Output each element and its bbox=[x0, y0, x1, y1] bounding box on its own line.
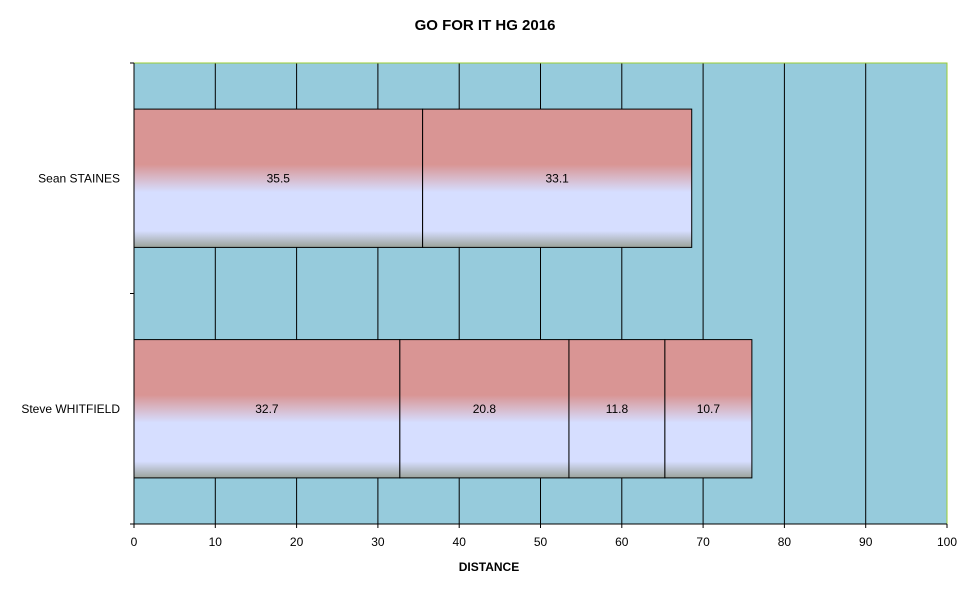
x-tick-label: 20 bbox=[290, 535, 304, 549]
bar-segment bbox=[422, 108, 693, 248]
bar-segment bbox=[664, 339, 753, 479]
category-label: Sean STAINES bbox=[38, 171, 120, 185]
x-tick-label: 10 bbox=[209, 535, 223, 549]
bar-series: 35.5 33.1 32.7 20.8 11.8 10.7 bbox=[133, 108, 753, 479]
bar-segment bbox=[568, 339, 666, 479]
data-label: 35.5 bbox=[267, 171, 291, 185]
category-label: Steve WHITFIELD bbox=[21, 402, 120, 416]
bar-segment bbox=[399, 339, 570, 479]
x-tick-label: 50 bbox=[534, 535, 548, 549]
x-tick-label: 80 bbox=[778, 535, 792, 549]
data-label: 32.7 bbox=[255, 402, 279, 416]
chart-title: GO FOR IT HG 2016 bbox=[415, 17, 556, 34]
x-tick-label: 30 bbox=[371, 535, 385, 549]
x-tick-label: 0 bbox=[131, 535, 138, 549]
x-tick-label: 70 bbox=[696, 535, 710, 549]
data-label: 20.8 bbox=[473, 402, 497, 416]
x-tick-label: 40 bbox=[453, 535, 467, 549]
x-axis-title: DISTANCE bbox=[459, 560, 519, 574]
y-axis-category-labels: Sean STAINES Steve WHITFIELD bbox=[21, 171, 120, 416]
x-tick-label: 100 bbox=[937, 535, 957, 549]
x-tick-label: 90 bbox=[859, 535, 873, 549]
bar-segment bbox=[133, 108, 424, 248]
x-axis-ticks: 0 10 20 30 40 50 60 70 80 90 100 bbox=[131, 524, 957, 549]
data-label: 33.1 bbox=[545, 171, 569, 185]
data-label: 11.8 bbox=[606, 402, 629, 416]
data-label: 10.7 bbox=[697, 402, 721, 416]
x-tick-label: 60 bbox=[615, 535, 629, 549]
